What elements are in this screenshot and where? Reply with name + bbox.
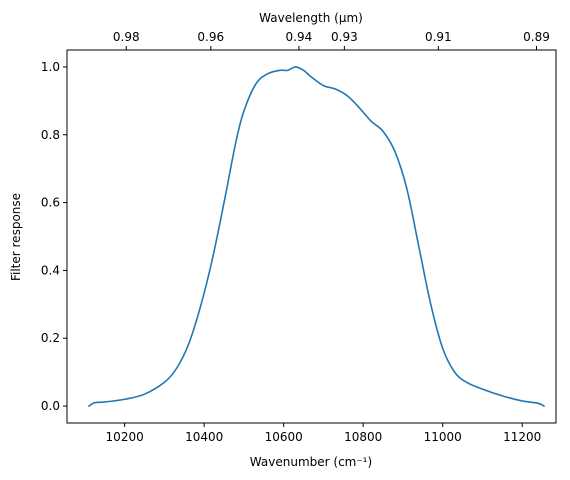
- y-tick-label: 1.0: [41, 60, 60, 74]
- plot-frame: [66, 49, 557, 424]
- top-tick-label: 0.91: [425, 30, 452, 44]
- y-tick-label: 0.0: [41, 399, 60, 413]
- plot-area: 10200 10400 10600 10800 11000 11200 0.0 0.2 0.4…: [41, 30, 557, 444]
- top-tick-label: 0.94: [286, 30, 313, 44]
- x-tick-label: 10400: [185, 430, 223, 444]
- top-tick-label: 0.98: [113, 30, 140, 44]
- y-tick-label: 0.2: [41, 331, 60, 345]
- y-axis-title: Filter response: [9, 193, 23, 281]
- top-tick-label: 0.89: [523, 30, 550, 44]
- bottom-x-axis: 10200 10400 10600 10800 11000 11200: [106, 423, 541, 444]
- top-x-axis: 0.98 0.96 0.94 0.93 0.91 0.89: [113, 30, 550, 50]
- x-axis-title: Wavenumber (cm⁻¹): [250, 455, 372, 469]
- top-tick-label: 0.93: [331, 30, 358, 44]
- x-tick-label: 10600: [265, 430, 303, 444]
- y-tick-label: 0.4: [41, 263, 60, 277]
- left-y-axis: 0.0 0.2 0.4 0.6 0.8 1.0: [41, 60, 67, 413]
- y-tick-label: 0.8: [41, 128, 60, 142]
- filter-response-line: [88, 66, 545, 407]
- x-tick-label: 11000: [424, 430, 462, 444]
- x-tick-label: 11200: [503, 430, 541, 444]
- x-tick-label: 10200: [106, 430, 144, 444]
- x-tick-label: 10800: [344, 430, 382, 444]
- top-axis-title: Wavelength (μm): [259, 11, 363, 25]
- top-tick-label: 0.96: [197, 30, 224, 44]
- y-tick-label: 0.6: [41, 196, 60, 210]
